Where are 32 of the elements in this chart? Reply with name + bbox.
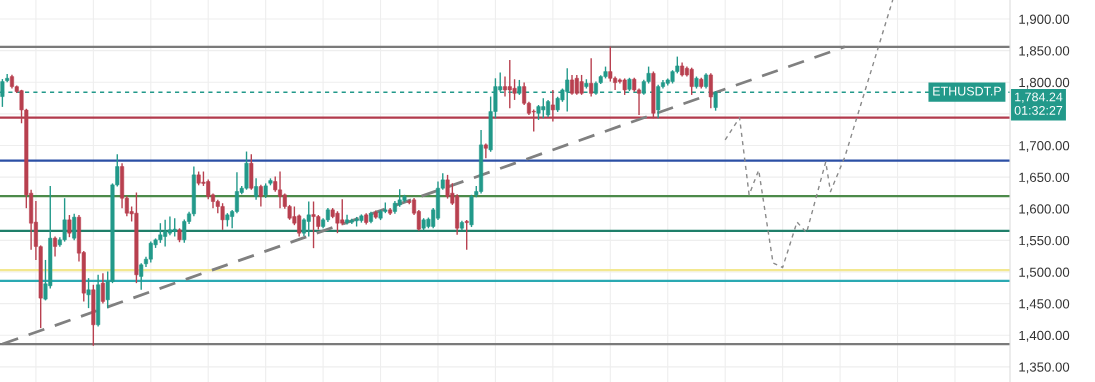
y-tick-label: 1,800.00 xyxy=(1019,77,1070,89)
y-tick-label: 1,500.00 xyxy=(1019,267,1070,279)
candlestick xyxy=(172,217,177,238)
candlestick xyxy=(708,72,713,109)
candlestick xyxy=(589,57,594,98)
y-tick-label: 1,450.00 xyxy=(1019,299,1070,311)
candlestick xyxy=(67,214,72,238)
y-tick-label: 1,550.00 xyxy=(1019,235,1070,247)
line-series xyxy=(724,0,894,269)
y-tick-label: 1,400.00 xyxy=(1019,330,1070,342)
candlestick xyxy=(100,272,105,305)
candlestick xyxy=(53,235,58,258)
candlestick xyxy=(306,200,311,238)
candlestick xyxy=(689,66,694,96)
candlestick xyxy=(483,142,488,159)
annotation: ETHUSDT.P xyxy=(933,86,1002,96)
y-tick-label: 1,700.00 xyxy=(1019,141,1070,152)
y-tick-label: 1,900.00 xyxy=(1019,14,1070,26)
candlestick xyxy=(464,219,469,251)
text: 01:32:27 xyxy=(1014,105,1063,115)
candlestick xyxy=(86,277,91,309)
candlestick xyxy=(72,213,77,242)
candlestick xyxy=(570,74,575,96)
y-tick-label: 1,350.00 xyxy=(1019,362,1070,374)
ref-line-label: 1,784.24 xyxy=(1015,92,1063,103)
y-tick-label: 1,600.00 xyxy=(1019,204,1070,216)
candlestick xyxy=(254,177,259,201)
candlestick xyxy=(0,78,5,108)
candlestick xyxy=(345,214,350,226)
candlestick xyxy=(258,183,263,208)
y-tick-label: 1,850.00 xyxy=(1019,46,1070,58)
y-tick-label: 1,650.00 xyxy=(1019,172,1070,184)
